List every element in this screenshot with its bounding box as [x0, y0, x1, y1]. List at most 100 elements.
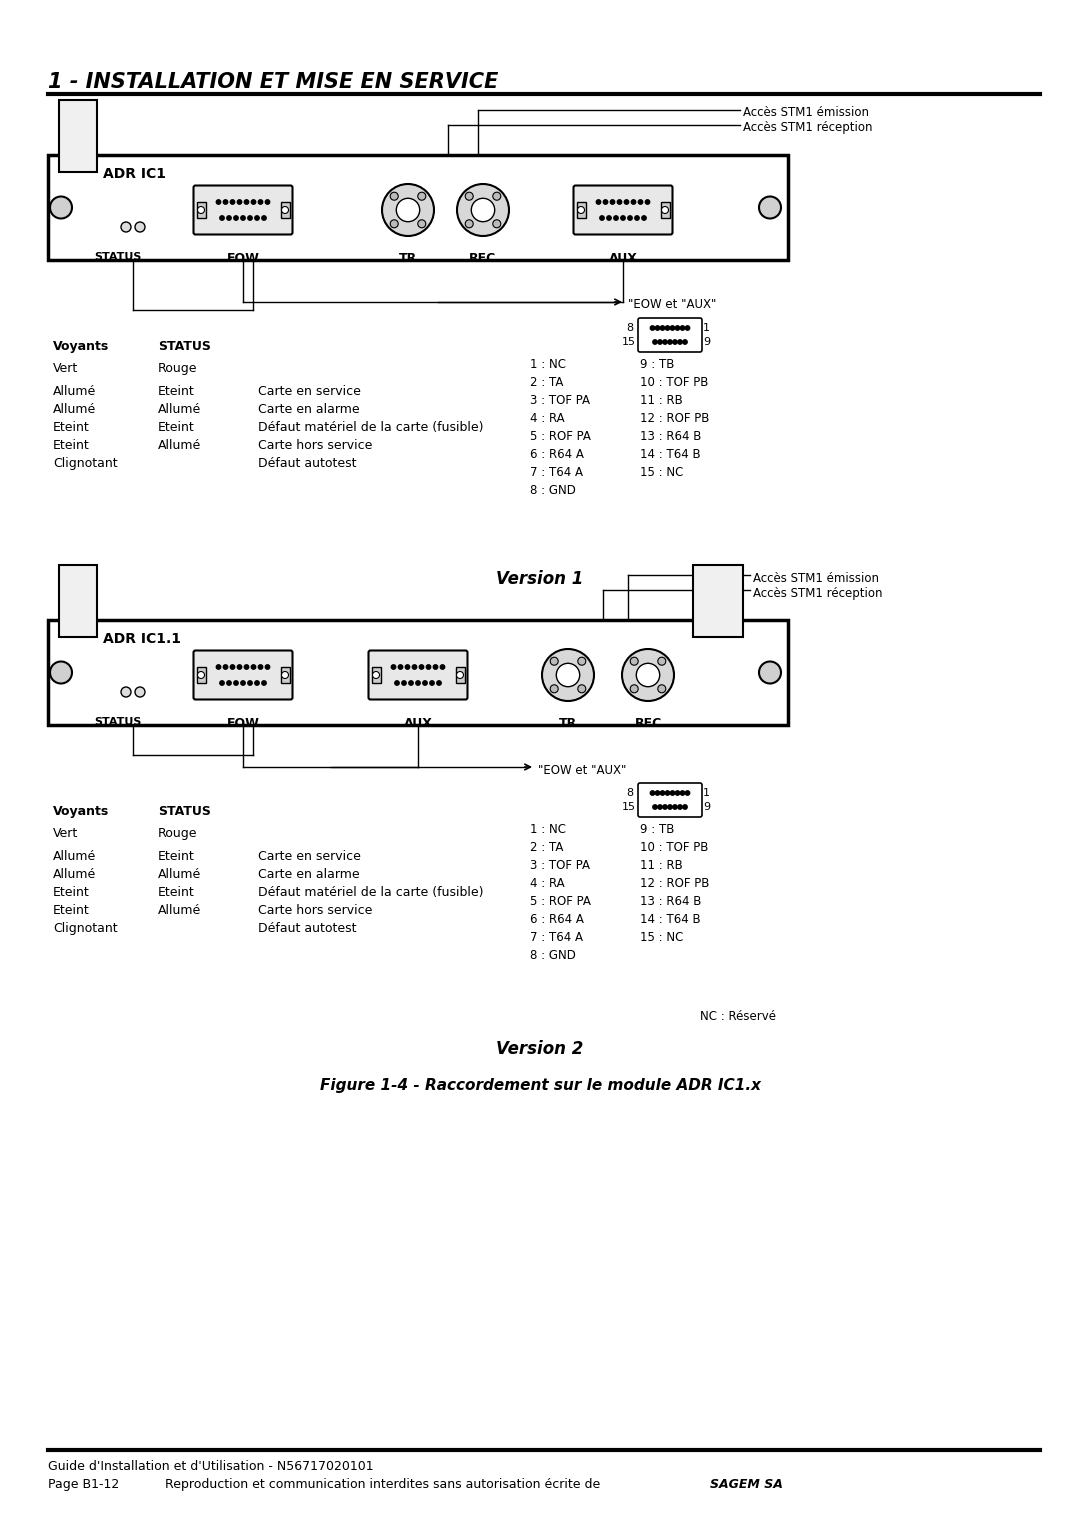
Circle shape — [638, 200, 643, 205]
Circle shape — [656, 792, 660, 795]
Circle shape — [465, 220, 473, 228]
FancyBboxPatch shape — [638, 782, 702, 817]
Circle shape — [220, 215, 225, 220]
Circle shape — [419, 665, 423, 669]
Text: Voyants: Voyants — [53, 805, 109, 817]
Text: TR: TR — [558, 717, 577, 730]
Circle shape — [678, 805, 683, 810]
Text: 3 : TOF PA: 3 : TOF PA — [530, 394, 590, 406]
Text: 15 : NC: 15 : NC — [640, 466, 684, 478]
Text: Allumé: Allumé — [158, 403, 201, 416]
Bar — [577, 202, 585, 219]
Text: Eteint: Eteint — [158, 422, 194, 434]
Circle shape — [671, 325, 675, 330]
Circle shape — [427, 665, 431, 669]
Circle shape — [613, 215, 618, 220]
Text: 13 : R64 B: 13 : R64 B — [640, 429, 701, 443]
Bar — [281, 202, 289, 219]
Text: 8 : GND: 8 : GND — [530, 949, 576, 963]
Circle shape — [663, 339, 667, 344]
Circle shape — [405, 665, 409, 669]
Circle shape — [678, 339, 683, 344]
FancyBboxPatch shape — [368, 651, 468, 700]
Circle shape — [436, 681, 442, 685]
Circle shape — [683, 805, 687, 810]
Text: 6 : R64 A: 6 : R64 A — [530, 448, 584, 461]
Text: Carte hors service: Carte hors service — [258, 439, 373, 452]
Text: AUX: AUX — [608, 252, 637, 264]
Circle shape — [241, 681, 245, 685]
Bar — [197, 202, 205, 219]
Text: Allumé: Allumé — [53, 868, 96, 882]
Text: 5 : ROF PA: 5 : ROF PA — [530, 895, 591, 908]
Text: NC : Réservé: NC : Réservé — [700, 1010, 777, 1024]
Circle shape — [198, 206, 204, 214]
Circle shape — [652, 805, 658, 810]
Text: ADR IC1: ADR IC1 — [103, 167, 166, 180]
Circle shape — [578, 657, 585, 665]
Text: 14 : T64 B: 14 : T64 B — [640, 448, 701, 461]
Circle shape — [255, 681, 259, 685]
Text: Rouge: Rouge — [158, 827, 198, 840]
Text: Accès STM1 émission: Accès STM1 émission — [743, 107, 869, 119]
Circle shape — [258, 200, 262, 205]
Text: Eteint: Eteint — [158, 385, 194, 397]
Circle shape — [604, 200, 608, 205]
Circle shape — [667, 805, 672, 810]
Bar — [59, 99, 97, 171]
Circle shape — [135, 688, 145, 697]
Text: 14 : T64 B: 14 : T64 B — [640, 914, 701, 926]
Circle shape — [391, 665, 395, 669]
Circle shape — [759, 197, 781, 219]
Text: 9: 9 — [703, 802, 711, 811]
Circle shape — [247, 215, 253, 220]
FancyBboxPatch shape — [193, 185, 293, 234]
Text: 9 : TB: 9 : TB — [640, 824, 674, 836]
Text: EOW: EOW — [227, 717, 259, 730]
Circle shape — [683, 339, 687, 344]
Text: "EOW et "AUX": "EOW et "AUX" — [538, 764, 626, 776]
Bar — [372, 668, 380, 683]
Bar — [693, 564, 743, 637]
Text: 1: 1 — [703, 788, 710, 798]
Circle shape — [660, 792, 664, 795]
Text: ADR IC1.1: ADR IC1.1 — [103, 633, 181, 646]
Text: Clignotant: Clignotant — [53, 921, 118, 935]
Text: 1 : NC: 1 : NC — [530, 824, 566, 836]
Text: Rouge: Rouge — [158, 362, 198, 374]
Circle shape — [244, 200, 248, 205]
Circle shape — [409, 681, 414, 685]
Text: 2 : TA: 2 : TA — [530, 840, 564, 854]
Circle shape — [390, 220, 399, 228]
Text: 8: 8 — [626, 788, 633, 798]
Circle shape — [121, 222, 131, 232]
Circle shape — [255, 215, 259, 220]
Circle shape — [656, 325, 660, 330]
Circle shape — [220, 681, 225, 685]
Text: 2 : TA: 2 : TA — [530, 376, 564, 390]
Circle shape — [238, 200, 242, 205]
Circle shape — [413, 665, 417, 669]
Text: Clignotant: Clignotant — [53, 457, 118, 471]
Circle shape — [227, 681, 231, 685]
Text: 10 : TOF PB: 10 : TOF PB — [640, 376, 708, 390]
Text: Allumé: Allumé — [158, 439, 201, 452]
Text: Accès STM1 réception: Accès STM1 réception — [753, 587, 882, 599]
Circle shape — [266, 665, 270, 669]
Text: Allumé: Allumé — [53, 403, 96, 416]
Circle shape — [433, 665, 437, 669]
Text: 15: 15 — [622, 338, 636, 347]
Text: STATUS: STATUS — [158, 341, 211, 353]
Circle shape — [50, 662, 72, 683]
Circle shape — [578, 685, 585, 692]
Circle shape — [224, 665, 228, 669]
Circle shape — [198, 671, 204, 678]
Text: STATUS: STATUS — [94, 717, 141, 727]
Circle shape — [680, 792, 685, 795]
Text: Eteint: Eteint — [53, 439, 90, 452]
Circle shape — [631, 685, 638, 692]
Text: 8: 8 — [626, 322, 633, 333]
Circle shape — [680, 325, 685, 330]
Circle shape — [658, 339, 662, 344]
Circle shape — [457, 671, 463, 678]
